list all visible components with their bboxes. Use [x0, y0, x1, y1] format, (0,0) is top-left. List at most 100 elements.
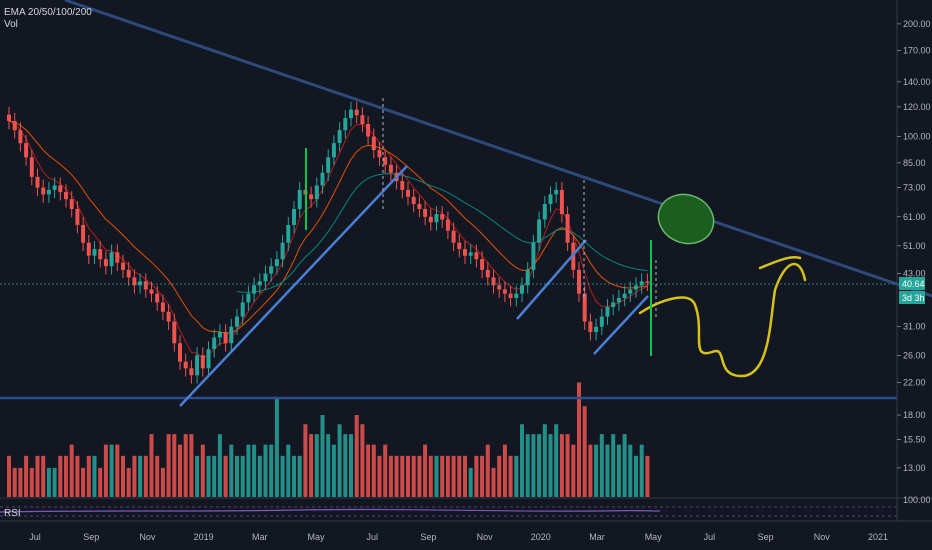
candle-body — [280, 242, 285, 260]
candle-body — [98, 249, 103, 260]
volume-bar — [200, 444, 205, 497]
volume-bar — [554, 424, 559, 497]
volume-bar — [537, 434, 542, 497]
volume-bar — [628, 444, 633, 497]
time-axis[interactable]: Jul Sep Nov 2019 Mar May Jul Sep Nov 2020 Mar May Ju… — [29, 532, 888, 542]
volume-legend[interactable]: Vol — [4, 19, 18, 30]
volume-bar — [485, 444, 490, 497]
volume-bar — [46, 467, 51, 497]
volume-bar — [263, 444, 268, 497]
volume-bar — [616, 444, 621, 497]
ema-100-line — [236, 173, 648, 293]
x-tick-label: 2020 — [531, 532, 551, 542]
volume-bar — [138, 455, 143, 497]
channel-line-3[interactable] — [593, 295, 649, 355]
candle-body — [371, 136, 376, 151]
candle-body — [189, 368, 194, 376]
volume-bar — [480, 455, 485, 497]
y-tick-label: 13.00 — [903, 463, 926, 473]
volume-bar — [155, 455, 160, 497]
volume-bar — [81, 467, 86, 497]
volume-bar — [35, 455, 40, 497]
candle-body — [212, 337, 217, 350]
y-tick-label: 61.00 — [903, 212, 926, 222]
candle-body — [634, 285, 638, 290]
volume-bar — [86, 455, 91, 497]
volume-bar — [7, 455, 11, 497]
volume-bar — [223, 455, 228, 497]
volume-bar — [468, 467, 473, 497]
x-tick-label: Sep — [83, 532, 99, 542]
candle-body — [525, 269, 530, 286]
ema-legend[interactable]: EMA 20/50/100/200 — [4, 7, 92, 18]
countdown-tag: 3d 3h — [902, 293, 925, 303]
candle-body — [178, 343, 182, 362]
candle-body — [554, 189, 559, 195]
volume-bar — [18, 467, 23, 497]
volume-bar — [588, 444, 593, 497]
candle-body — [166, 311, 171, 322]
volume-bar — [166, 434, 171, 497]
candle-body — [354, 109, 359, 116]
x-tick-label: Nov — [477, 532, 494, 542]
volume-bar — [559, 434, 564, 497]
volume-bar — [645, 455, 650, 497]
volume-bar — [121, 455, 125, 497]
volume-bar — [143, 455, 148, 497]
x-tick-label: Sep — [758, 532, 774, 542]
descending-trendline[interactable] — [64, 0, 932, 298]
candle-body — [155, 293, 160, 303]
candle-body — [645, 281, 650, 283]
volume-bar — [371, 444, 376, 497]
candle-body — [46, 189, 51, 195]
x-tick-label: Mar — [589, 532, 605, 542]
volume-bar — [349, 434, 353, 497]
volume-bar — [269, 444, 274, 497]
volume-bar — [383, 444, 388, 497]
candle-body — [531, 242, 536, 270]
candle-body — [132, 277, 137, 286]
y-tick-label: 26.00 — [903, 350, 926, 360]
candle-body — [588, 321, 593, 333]
candle-body — [611, 302, 616, 308]
volume-bar — [491, 467, 496, 497]
projection-scribble[interactable] — [638, 256, 807, 378]
y-tick-label: 170.00 — [903, 45, 931, 55]
volume-bar — [314, 434, 319, 497]
candle-body — [542, 203, 547, 220]
candle-body — [423, 208, 428, 217]
candle-body — [628, 289, 633, 294]
candle-body — [616, 297, 621, 303]
x-tick-label: Nov — [139, 532, 156, 542]
candle-body — [451, 230, 456, 243]
x-tick-label: 2019 — [194, 532, 214, 542]
channel-line-1[interactable] — [179, 165, 408, 407]
candle-body — [217, 332, 222, 338]
x-tick-label: Sep — [420, 532, 436, 542]
x-tick-label: 2021 — [868, 532, 888, 542]
channel-line-2[interactable] — [516, 239, 587, 320]
volume-bar — [394, 455, 399, 497]
y-tick-label: 22.00 — [903, 377, 926, 387]
volume-bar — [178, 444, 182, 497]
y-tick-label: 43.00 — [903, 269, 926, 279]
volume-bar — [594, 444, 599, 497]
volume-bar — [183, 434, 188, 497]
volume-bar — [195, 455, 200, 497]
volume-bar — [109, 444, 114, 497]
candle-body — [64, 192, 68, 200]
highlight-ellipse[interactable] — [651, 187, 720, 251]
volume-bar — [508, 455, 513, 497]
candle-body — [92, 249, 97, 256]
volume-bar — [326, 434, 331, 497]
ema-50-line — [8, 120, 648, 335]
y-tick-label: 100.00 — [903, 132, 931, 142]
x-tick-label: Mar — [252, 532, 268, 542]
candle-body — [7, 114, 11, 122]
volume-bar — [599, 434, 604, 497]
price-axis[interactable]: 200.00 170.00 140.00 120.00 100.00 85.00 73.00… — [897, 19, 931, 505]
volume-bar — [257, 455, 262, 497]
volume-bar — [132, 455, 137, 497]
volume-bar — [377, 455, 382, 497]
